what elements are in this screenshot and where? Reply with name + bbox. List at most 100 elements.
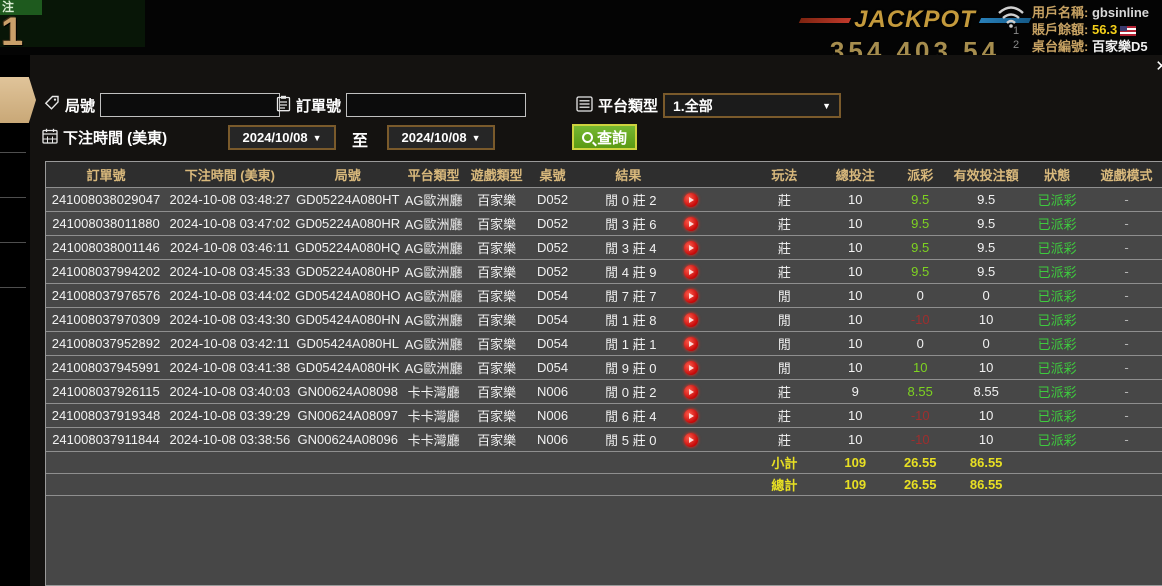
replay-video-icon[interactable]	[684, 313, 699, 328]
result: 閒 7 莊 7	[578, 286, 750, 305]
to-label: 至	[352, 133, 369, 150]
replay-video-icon[interactable]	[684, 433, 699, 448]
order-number: 241008037911844	[52, 432, 160, 447]
order-number: 241008038029047	[51, 192, 161, 207]
table-number: D052	[537, 264, 569, 279]
bet-time: 2024-10-08 03:48:27	[169, 192, 291, 207]
table-row: 241008037976576 2024-10-08 03:44:02 GD0542…	[46, 284, 1162, 308]
total-bet: 9	[851, 384, 859, 399]
bet-time: 2024-10-08 03:47:02	[169, 216, 291, 231]
round-number: GD05424A080HO	[294, 288, 401, 303]
table-body: 241008038029047 2024-10-08 03:48:27 GD0522…	[46, 188, 1162, 452]
result-score: 閒 7 莊 7	[605, 289, 657, 304]
replay-video-icon[interactable]	[684, 193, 699, 208]
col-header: 狀態	[1044, 168, 1071, 183]
game-mode: -	[1124, 216, 1129, 231]
table-row: 241008037945991 2024-10-08 03:41:38 GD0542…	[46, 356, 1162, 380]
play-type: 閒	[777, 337, 791, 352]
date-from-picker[interactable]: 2024/10/08 ▼	[228, 125, 336, 150]
replay-video-icon[interactable]	[684, 409, 699, 424]
table-row: 241008038029047 2024-10-08 03:48:27 GD0522…	[46, 188, 1162, 212]
bet-history-table: 訂單號 下注時間 (美東) 局號 平台類型 遊戲類型 桌號 結果 玩法 總投注 …	[45, 161, 1162, 586]
total-label: 總計	[771, 478, 798, 493]
table-header-row: 訂單號 下注時間 (美東) 局號 平台類型 遊戲類型 桌號 結果 玩法 總投注 …	[46, 162, 1162, 188]
round-number: GN00624A08096	[297, 432, 398, 447]
platform-type: AG歐洲廳	[404, 289, 463, 304]
total-bet: 10	[848, 264, 863, 279]
order-input[interactable]	[346, 93, 527, 117]
order-number: 241008037926115	[52, 384, 160, 399]
total-bet: 10	[848, 216, 863, 231]
table-number: D052	[537, 192, 569, 207]
game-mode: -	[1124, 336, 1129, 351]
result: 閒 1 莊 1	[578, 334, 750, 353]
payout: 9.5	[911, 264, 930, 279]
game-mode: -	[1124, 360, 1129, 375]
table-row: 241008037994202 2024-10-08 03:45:33 GD0522…	[46, 260, 1162, 284]
subtotal-label: 小計	[771, 456, 798, 471]
platform-select[interactable]: 1.全部 ▼	[663, 93, 842, 118]
bet-history-modal: ✕ 局號 訂單號 平台類型 1.全部 ▼	[30, 55, 1162, 586]
bet-time: 2024-10-08 03:41:38	[169, 360, 291, 375]
status: 已派彩	[1037, 361, 1077, 376]
game-type: 百家樂	[477, 337, 517, 352]
bet-time: 2024-10-08 03:43:30	[169, 312, 291, 327]
total-bet: 10	[848, 288, 863, 303]
order-number: 241008037994202	[51, 264, 161, 279]
bet-time: 2024-10-08 03:44:02	[169, 288, 291, 303]
order-number: 241008037970309	[51, 312, 161, 327]
platform-type: AG歐洲廳	[404, 337, 463, 352]
result-score: 閒 1 莊 1	[605, 337, 657, 352]
game-mode: -	[1124, 288, 1129, 303]
result: 閒 5 莊 0	[578, 430, 750, 449]
round-number: GD05424A080HL	[296, 336, 400, 351]
replay-video-icon[interactable]	[684, 289, 699, 304]
total-total-bet: 109	[844, 477, 867, 492]
table-number: D052	[537, 240, 569, 255]
play-type: 莊	[777, 265, 791, 280]
table-number: D054	[537, 312, 569, 327]
replay-video-icon[interactable]	[684, 361, 699, 376]
filter-bar: 局號 訂單號 平台類型 1.全部 ▼ 下注時間 (美東)	[30, 55, 1162, 161]
date-to-picker[interactable]: 2024/10/08 ▼	[387, 125, 495, 150]
replay-video-icon[interactable]	[684, 241, 699, 256]
table-number: N006	[537, 384, 569, 399]
search-button[interactable]: 查詢	[572, 124, 638, 150]
platform-selected-value: 1.全部	[673, 97, 713, 114]
result-score: 閒 3 莊 4	[605, 241, 657, 256]
result: 閒 9 莊 0	[578, 358, 750, 377]
table-number: D054	[537, 336, 569, 351]
result-score: 閒 0 莊 2	[605, 385, 657, 400]
bet-time-label: 下注時間 (美東)	[63, 130, 168, 147]
game-type: 百家樂	[477, 241, 517, 256]
replay-video-icon[interactable]	[684, 217, 699, 232]
order-number: 241008037945991	[51, 360, 161, 375]
round-input[interactable]	[100, 93, 281, 117]
total-bet: 10	[848, 336, 863, 351]
close-icon[interactable]: ✕	[1155, 58, 1162, 75]
payout: 0	[916, 336, 924, 351]
platform-type: AG歐洲廳	[404, 313, 463, 328]
replay-video-icon[interactable]	[684, 385, 699, 400]
payout: 8.55	[907, 384, 933, 399]
seat-number: 1	[1, 10, 24, 54]
replay-video-icon[interactable]	[684, 337, 699, 352]
status: 已派彩	[1037, 433, 1077, 448]
table-row: 241008038001146 2024-10-08 03:46:11 GD0522…	[46, 236, 1162, 260]
game-mode: -	[1124, 240, 1129, 255]
status: 已派彩	[1037, 337, 1077, 352]
round-number: GD05224A080HP	[295, 264, 400, 279]
replay-video-icon[interactable]	[684, 265, 699, 280]
table-row: 241008037919348 2024-10-08 03:39:29 GN0062…	[46, 404, 1162, 428]
col-header: 桌號	[539, 168, 566, 183]
table-empty-area	[46, 496, 1162, 585]
total-bet: 10	[848, 192, 863, 207]
game-type: 百家樂	[477, 193, 517, 208]
bet-time-filter: 下注時間 (美東)	[42, 127, 167, 148]
status: 已派彩	[1037, 289, 1077, 304]
payout: -10	[910, 408, 930, 423]
play-type: 莊	[777, 385, 791, 400]
calendar-icon	[42, 128, 58, 148]
valid-bet: 0	[982, 288, 990, 303]
subtotal-row: 小計 109 26.55 86.55	[46, 452, 1162, 474]
